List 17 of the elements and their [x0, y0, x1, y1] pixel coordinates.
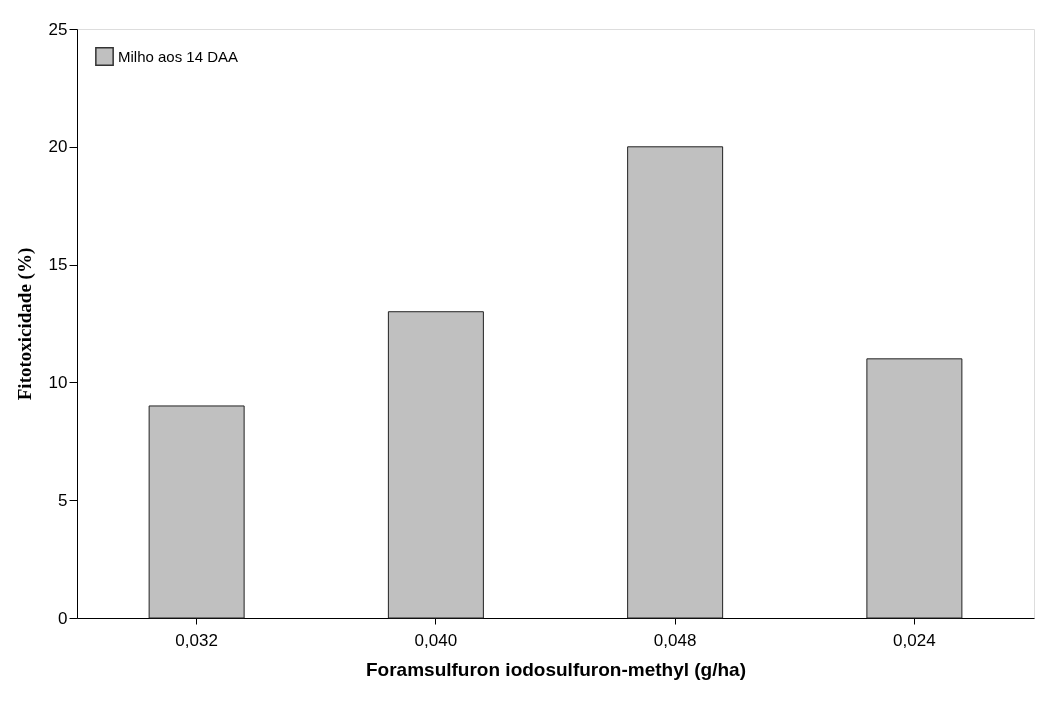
bar: [148, 405, 245, 619]
y-tick-label: 20: [48, 137, 68, 157]
y-tick-label: 5: [58, 490, 68, 510]
bar: [627, 146, 724, 619]
y-tick-label: 0: [58, 608, 68, 628]
x-tick-label: 0,024: [893, 630, 936, 650]
y-tick-label: 25: [48, 19, 68, 39]
x-tick-label: 0,032: [175, 630, 218, 650]
x-tick-label: 0,048: [653, 630, 697, 650]
y-tick-label: 15: [48, 255, 68, 275]
x-axis-title: Foramsulfuron iodosulfuron-methyl (g/ha): [366, 658, 746, 680]
x-tick-label: 0,040: [414, 630, 458, 650]
y-axis-title: Fitotoxicidade (%): [13, 247, 36, 401]
bar: [387, 311, 484, 619]
bar: [866, 358, 963, 619]
y-tick-label: 10: [48, 372, 68, 392]
legend-label: Milho aos 14 DAA: [118, 47, 239, 65]
